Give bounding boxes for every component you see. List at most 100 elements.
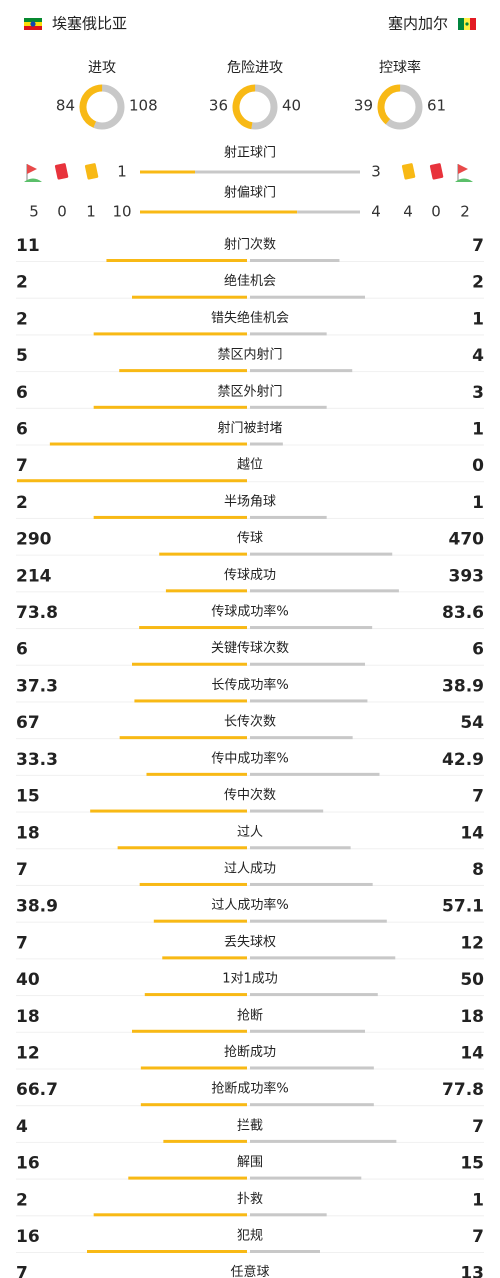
- stat-home: 18: [16, 823, 40, 843]
- away-bar: [250, 736, 353, 740]
- home-bar: [117, 846, 247, 850]
- stat-label: 拦截: [237, 1118, 263, 1133]
- stat-away: 54: [460, 713, 484, 733]
- donut-home: [377, 84, 423, 130]
- home-bar: [159, 552, 247, 556]
- home-bar: [93, 405, 248, 409]
- stat-label: 传球成功: [224, 568, 276, 583]
- away-bar: [250, 809, 324, 813]
- stat-home: 7: [16, 1264, 28, 1278]
- stat-label: 丢失球权: [224, 934, 276, 950]
- stat-label: 抢断成功率%: [211, 1081, 288, 1097]
- stat-away: 14: [460, 1043, 484, 1063]
- away-bar: [250, 589, 399, 593]
- home-bar: [132, 662, 247, 666]
- stat-home: 2: [16, 1190, 28, 1210]
- stat-label: 关键传球次数: [211, 640, 289, 656]
- summary-label: 危险进攻: [227, 60, 283, 76]
- away-bar: [250, 405, 327, 409]
- donut-home: [79, 84, 125, 130]
- away-bar: [250, 1250, 320, 1253]
- shots-label: 射偏球门: [224, 185, 276, 201]
- home-bar: [119, 736, 247, 740]
- stat-away: 4: [472, 346, 484, 366]
- stat-home: 2: [16, 309, 28, 329]
- stat-away: 57.1: [442, 897, 484, 917]
- home-corners: 5: [29, 203, 39, 221]
- away-bar: [250, 956, 396, 960]
- stat-label: 长传次数: [224, 714, 276, 730]
- stat-label: 传球: [237, 531, 263, 546]
- away-bar: [250, 295, 365, 299]
- stat-away: 15: [460, 1154, 484, 1174]
- away-team: 塞内加尔: [388, 15, 448, 33]
- stat-away: 7: [472, 1227, 484, 1247]
- stat-away: 6: [472, 640, 484, 660]
- home-bar: [144, 993, 247, 997]
- home-bar: [165, 589, 247, 593]
- stat-label: 1对1成功: [222, 972, 278, 987]
- stat-home: 290: [16, 530, 52, 550]
- stat-home: 2: [16, 493, 28, 513]
- stat-home: 38.9: [16, 897, 58, 917]
- home-red: 0: [57, 203, 67, 221]
- stat-label: 绝佳机会: [224, 273, 276, 289]
- home-bar: [162, 956, 247, 960]
- stat-home: 12: [16, 1043, 40, 1063]
- summary-home: 39: [354, 97, 373, 115]
- stat-away: 50: [460, 970, 484, 990]
- donut-home: [232, 84, 278, 130]
- home-bar: [128, 1176, 247, 1180]
- stat-home: 6: [16, 420, 28, 440]
- stat-label: 错失绝佳机会: [211, 310, 289, 326]
- stat-label: 射门次数: [224, 237, 276, 253]
- stat-home: 5: [16, 346, 28, 366]
- stat-label: 犯规: [237, 1229, 263, 1244]
- away-corners: 2: [460, 203, 470, 221]
- shots-home: 1: [117, 163, 127, 181]
- stat-away: 12: [460, 933, 484, 953]
- away-bar: [250, 1213, 327, 1217]
- away-bar: [250, 369, 353, 373]
- stat-label: 传球成功率%: [211, 604, 288, 620]
- stat-home: 6: [16, 640, 28, 660]
- stat-home: 7: [16, 456, 28, 476]
- away-bar: [250, 699, 368, 703]
- track: [16, 481, 484, 483]
- home-icons: [24, 163, 99, 182]
- stat-label: 禁区外射门: [217, 383, 282, 399]
- stat-home: 67: [16, 713, 40, 733]
- home-flag: [24, 18, 42, 30]
- away-bar: [250, 626, 373, 630]
- stat-label: 长传成功率%: [211, 677, 288, 693]
- home-bar: [90, 809, 247, 813]
- stat-away: 2: [472, 273, 484, 293]
- stat-away: 77.8: [442, 1080, 484, 1100]
- home-bar: [132, 1029, 247, 1033]
- stat-away: 7: [472, 787, 484, 807]
- shots-home: 10: [112, 203, 131, 221]
- summary-label: 控球率: [379, 59, 421, 76]
- stat-away: 8: [472, 860, 484, 880]
- stat-away: 83.6: [442, 603, 484, 623]
- stat-home: 2: [16, 273, 28, 293]
- stat-home: 7: [16, 860, 28, 880]
- stat-home: 15: [16, 787, 40, 807]
- stat-label: 射门被封堵: [217, 420, 282, 436]
- summary-away: 40: [282, 97, 301, 115]
- home-bar: [49, 442, 247, 446]
- stat-home: 214: [16, 566, 52, 586]
- stat-away: 393: [449, 566, 485, 586]
- away-bar: [250, 1103, 374, 1107]
- stat-away: 7: [472, 1117, 484, 1137]
- home-bar: [139, 882, 247, 886]
- away-bar: [250, 332, 327, 336]
- home-bar: [139, 626, 247, 630]
- home-bar: [93, 332, 248, 336]
- home-bar: [93, 515, 248, 519]
- home-yellow: 1: [86, 203, 96, 221]
- stat-home: 73.8: [16, 603, 58, 623]
- home-bar: [119, 369, 247, 373]
- stat-home: 7: [16, 933, 28, 953]
